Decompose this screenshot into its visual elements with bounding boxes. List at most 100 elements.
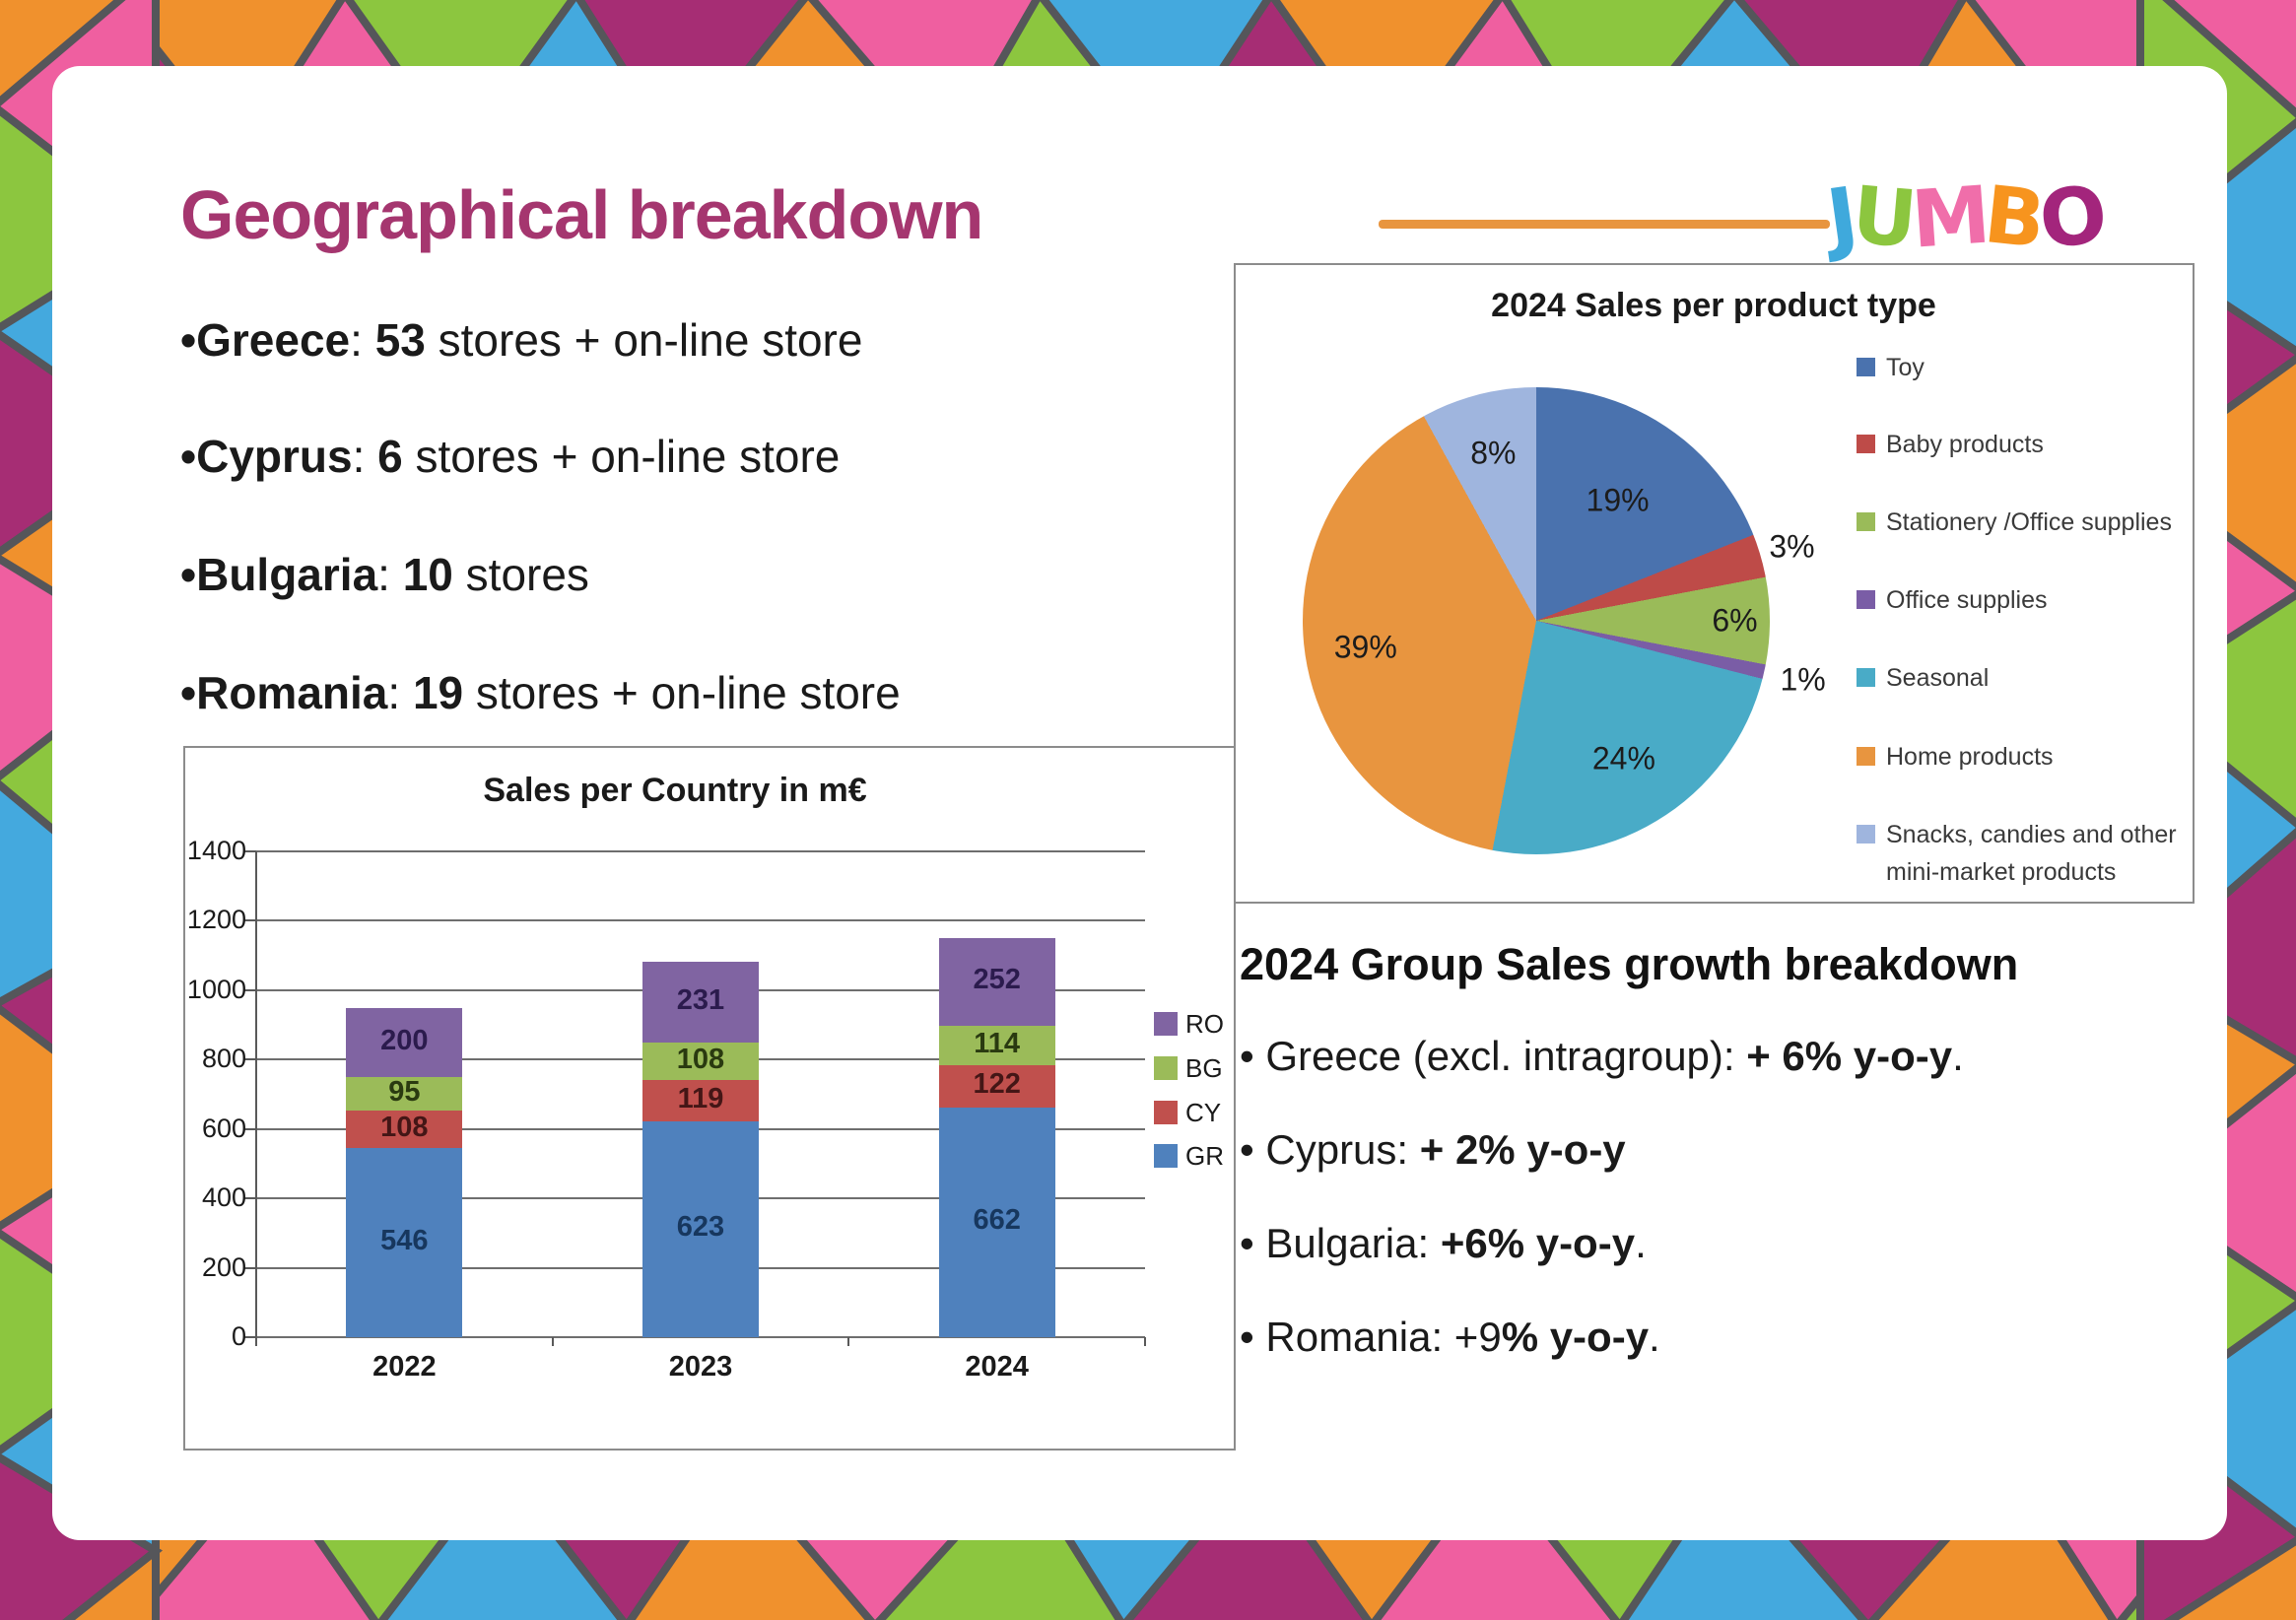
y-axis-tick (244, 1197, 256, 1200)
legend-swatch (1857, 825, 1875, 844)
legend-swatch-RO (1154, 1012, 1178, 1036)
legend-swatch (1857, 358, 1875, 376)
x-axis-label: 2023 (668, 1351, 733, 1383)
text-run: : (350, 314, 375, 366)
bar-segment-BG-2024 (938, 1025, 1055, 1065)
bar-segment-BG-2023 (642, 1042, 759, 1080)
pie-slice-label: 3% (1769, 528, 1815, 565)
legend-swatch (1857, 590, 1875, 609)
text-run: : (387, 667, 413, 718)
y-axis-tick (244, 1058, 256, 1061)
bar-legend-item-RO: RO (1154, 1009, 1224, 1039)
mosaic-triangle (62, 1542, 160, 1620)
y-axis-label: 600 (201, 1113, 246, 1143)
pie-slice-label: 8% (1470, 435, 1517, 471)
text-run: . (1649, 1314, 1660, 1360)
y-axis-tick (244, 1336, 256, 1338)
pie-slice-label: 1% (1780, 661, 1826, 698)
header-rule (1379, 220, 1830, 229)
text-run: 6 (377, 431, 403, 482)
legend-label: Stationery /Office supplies (1886, 508, 2172, 536)
text-run: % y-o-y (1501, 1314, 1650, 1360)
page-title: Geographical breakdown (180, 176, 983, 253)
pie-chart-title: 2024 Sales per product type (1491, 287, 1936, 324)
text-run: stores (452, 549, 589, 600)
bar-value-label: 122 (973, 1068, 1021, 1101)
text-run: •Bulgaria (180, 549, 378, 600)
legend-swatch (1857, 668, 1875, 687)
bar-value-label: 114 (974, 1027, 1021, 1059)
text-run: + 2% y-o-y (1419, 1126, 1626, 1173)
pie-legend-item: Office supplies (1857, 581, 2192, 619)
text-run: •Greece (180, 314, 351, 366)
pie-legend-item: Home products (1857, 738, 2192, 776)
growth-bullet: • Greece (excl. intragroup): + 6% y-o-y. (1240, 1027, 1964, 1086)
legend-label: GR (1185, 1141, 1224, 1171)
x-axis-label: 2024 (965, 1351, 1029, 1383)
jumbo-logo: JUMBO (1822, 169, 2112, 267)
growth-bullet: • Bulgaria: +6% y-o-y. (1240, 1214, 1647, 1273)
x-axis-tick (1144, 1337, 1146, 1346)
growth-heading: 2024 Group Sales growth breakdown (1240, 939, 2019, 989)
text-run: . (1952, 1033, 1964, 1079)
bar-value-label: 108 (676, 1043, 725, 1075)
y-axis-label: 800 (201, 1044, 246, 1074)
y-axis-tick (244, 988, 256, 991)
bar-value-label: 252 (973, 964, 1021, 996)
bar-value-label: 623 (676, 1211, 725, 1244)
pie-legend-item: Baby products (1857, 426, 2192, 463)
text-run: : (352, 431, 378, 482)
bar-value-label: 119 (677, 1082, 724, 1114)
gridline (256, 1336, 1145, 1338)
pie-legend-item: Snacks, candies and other mini-market pr… (1857, 816, 2192, 891)
y-axis-label: 400 (201, 1182, 246, 1213)
text-run: stores + on-line store (402, 431, 841, 482)
legend-label: Office supplies (1886, 586, 2048, 614)
y-axis-tick (244, 919, 256, 922)
legend-label: BG (1185, 1053, 1223, 1083)
growth-bullet: • Cyprus: + 2% y-o-y (1240, 1120, 1626, 1180)
text-run: •Cyprus (180, 431, 353, 482)
legend-label: RO (1185, 1009, 1224, 1039)
bar-segment-BG-2022 (346, 1077, 463, 1111)
legend-label: Seasonal (1886, 664, 1990, 692)
text-run: • Romania: +9 (1240, 1314, 1502, 1360)
legend-swatch (1857, 435, 1875, 453)
pie-legend-item: Toy (1857, 349, 2192, 386)
text-run: 53 (374, 314, 426, 366)
bar-segment-GR-2022 (346, 1147, 463, 1337)
bar-value-label: 200 (380, 1025, 429, 1057)
legend-label: CY (1185, 1098, 1222, 1127)
growth-bullet: • Romania: +9% y-o-y. (1240, 1308, 1660, 1367)
legend-swatch-GR (1154, 1144, 1178, 1168)
x-axis-tick (255, 1337, 257, 1346)
text-run: 19 (412, 667, 464, 718)
legend-label: Toy (1886, 354, 1925, 381)
bar-value-label: 95 (388, 1075, 421, 1108)
pie-chart: 2024 Sales per product type 19% 3% 6% 1% 24%… (1234, 263, 2195, 904)
gridline (256, 919, 1145, 922)
bar-segment-RO-2023 (642, 962, 759, 1043)
bar-value-label: 662 (973, 1204, 1021, 1237)
y-axis-line (255, 851, 257, 1337)
y-axis-label: 1200 (186, 905, 246, 935)
text-run: •Romania (180, 667, 388, 718)
bar-value-label: 546 (380, 1224, 429, 1256)
x-axis-tick (551, 1337, 554, 1346)
pie-slice-label: 39% (1333, 629, 1397, 665)
legend-label: Baby products (1886, 431, 2044, 458)
legend-swatch-CY (1154, 1101, 1178, 1124)
y-axis-label: 1400 (186, 836, 246, 865)
text-run: : (377, 549, 403, 600)
bar-segment-CY-2024 (938, 1064, 1055, 1108)
bar-value-label: 108 (380, 1111, 429, 1143)
text-run: • Bulgaria: (1240, 1220, 1441, 1266)
text-run: +6% y-o-y (1440, 1220, 1636, 1266)
y-axis-label: 1000 (186, 974, 246, 1004)
y-axis-label: 0 (231, 1321, 246, 1351)
bar-legend-item-GR: GR (1154, 1141, 1224, 1171)
text-run: stores + on-line store (463, 667, 901, 718)
legend-swatch-BG (1154, 1056, 1178, 1080)
bar-segment-RO-2022 (346, 1007, 463, 1078)
